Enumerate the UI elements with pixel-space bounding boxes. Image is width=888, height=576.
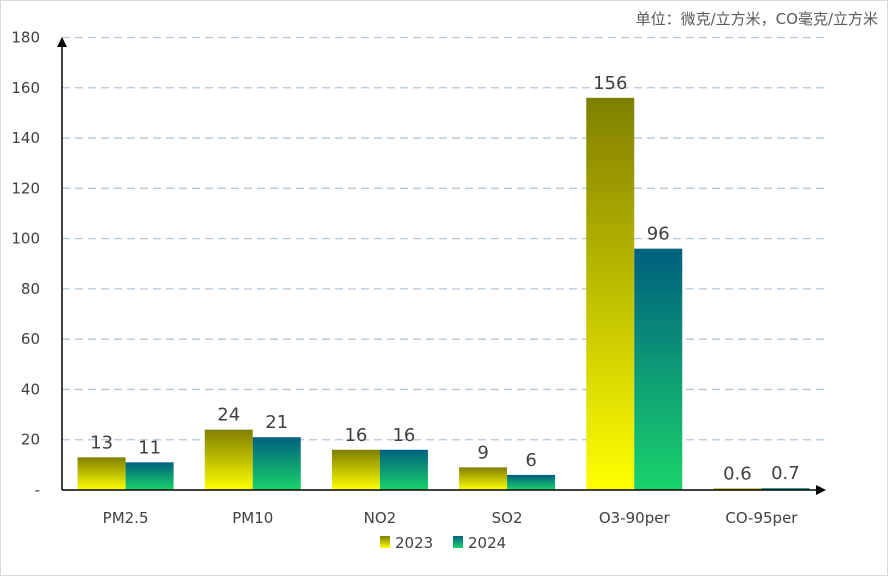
y-tick-label: 160 [11,79,40,97]
data-label: 6 [525,450,536,471]
data-label: 0.7 [771,463,800,484]
y-tick-label: 60 [21,330,40,348]
y-tick-label: - [35,481,40,499]
y-tick-label: 180 [11,29,40,47]
legend-swatch-2024 [453,536,463,548]
bar-2023 [331,449,380,490]
y-tick-label: 140 [11,129,40,147]
y-tick-label: 20 [21,431,40,449]
legend: 2023 2024 [380,534,506,552]
unit-note: 单位：微克/立方米，CO毫克/立方米 [636,10,878,28]
data-label: 96 [647,224,670,245]
x-tick-label: CO-95per [725,509,798,527]
bar-2024 [507,474,556,490]
y-tick-label: 80 [21,280,40,298]
x-tick-label: SO2 [492,509,523,527]
y-tick-label: 120 [11,179,40,197]
bar-2023 [77,457,126,490]
data-label: 11 [138,437,161,458]
data-label: 9 [477,442,488,463]
y-axis-arrow-icon [57,37,67,47]
x-tick-label: NO2 [364,509,397,527]
x-tick-label: PM10 [232,509,273,527]
data-label: 24 [217,405,240,426]
x-tick-label: O3-90per [599,509,671,527]
bar-2023 [586,97,635,490]
data-label: 156 [593,73,627,94]
bar-2023 [204,429,253,490]
data-label: 16 [392,425,415,446]
bar-2023 [713,488,762,490]
legend-label-2023: 2023 [395,534,433,552]
legend-swatch-2023 [380,536,390,548]
x-axis-arrow-icon [816,485,826,495]
bar-2024 [125,462,174,490]
bar-2023 [459,467,508,490]
data-label: 21 [265,412,288,433]
y-tick-label: 40 [21,380,40,398]
y-tick-label: 100 [11,230,40,248]
x-tick-label: PM2.5 [103,509,149,527]
data-label: 13 [90,432,113,453]
legend-label-2024: 2024 [468,534,506,552]
bar-2024 [252,437,301,490]
bar-2024 [379,449,428,490]
bar-2024 [634,248,683,490]
data-label: 16 [344,425,367,446]
data-label: 0.6 [723,463,752,484]
bar-2024 [761,488,810,490]
